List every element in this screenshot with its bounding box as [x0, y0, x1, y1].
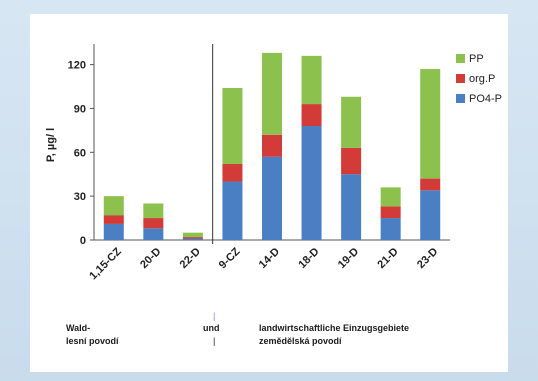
- bar-org-p-8: [420, 178, 441, 191]
- footer-and-label: und: [203, 323, 220, 333]
- y-axis-title: P, µg/ l: [45, 128, 57, 162]
- x-tick-label-1: 20-D: [138, 246, 163, 271]
- legend-swatch-0: [456, 54, 465, 63]
- bar-po4-p-8: [420, 190, 441, 240]
- x-tick-label-3: 9-CZ: [217, 245, 243, 271]
- stacked-bar-chart: 0 30 60 90 120 P, µg/ l 1,15-CZ 20-D 22-D 9-CZ 14-…: [45, 44, 502, 282]
- y-tick-label-3: 90: [74, 103, 86, 115]
- x-tick-label-8: 23-D: [415, 246, 440, 271]
- y-tick-label-2: 60: [74, 147, 86, 159]
- legend-swatch-2: [456, 94, 465, 103]
- bar-pp-5: [301, 55, 322, 105]
- y-tick-label-0: 0: [80, 235, 86, 247]
- legend-label-0: PP: [469, 53, 484, 65]
- bar-pp-8: [420, 69, 441, 179]
- footer-forest-label-2: lesní povodí: [66, 336, 119, 346]
- chart-card: 0 30 60 90 120 P, µg/ l 1,15-CZ 20-D 22-D 9-CZ 14-…: [30, 14, 508, 372]
- bar-po4-p-2: [182, 238, 203, 240]
- footer-agri-label-2: zemědělská povodí: [259, 336, 342, 346]
- footer-divider-mark: |: [213, 336, 216, 346]
- bar-pp-7: [380, 187, 401, 207]
- bar-org-p-5: [301, 104, 322, 126]
- bar-po4-p-4: [262, 156, 282, 240]
- bar-org-p-3: [222, 164, 243, 182]
- footer-and-bar: |: [213, 311, 216, 321]
- bar-po4-p-1: [143, 228, 164, 240]
- bar-org-p-2: [182, 237, 203, 239]
- x-tick-label-0: 1,15-CZ: [87, 245, 124, 282]
- bar-org-p-1: [143, 218, 164, 229]
- bar-pp-1: [143, 203, 164, 219]
- bar-org-p-0: [103, 215, 124, 224]
- bar-pp-3: [222, 88, 243, 164]
- bar-pp-4: [262, 52, 282, 135]
- bar-po4-p-3: [222, 181, 243, 240]
- bar-po4-p-5: [301, 126, 322, 240]
- footer-forest-label-1: Wald-: [66, 323, 91, 333]
- bar-pp-0: [103, 196, 124, 216]
- bar-pp-6: [341, 96, 362, 148]
- x-tick-label-5: 18-D: [296, 246, 321, 271]
- bar-org-p-4: [262, 134, 282, 157]
- bar-po4-p-0: [103, 223, 124, 240]
- legend-swatch-1: [456, 74, 465, 83]
- bar-pp-2: [182, 232, 203, 238]
- legend-label-1: org.P: [469, 73, 495, 85]
- bar-po4-p-7: [380, 218, 401, 240]
- x-tick-label-6: 19-D: [336, 246, 361, 271]
- bar-po4-p-6: [341, 174, 362, 240]
- x-tick-label-2: 22-D: [178, 246, 203, 271]
- bar-org-p-6: [341, 147, 362, 175]
- bar-org-p-7: [380, 206, 401, 219]
- y-tick-label-4: 120: [68, 60, 86, 72]
- x-tick-label-7: 21-D: [375, 246, 400, 271]
- y-tick-label-1: 30: [74, 191, 86, 203]
- legend-label-2: PO4-P: [469, 93, 502, 105]
- footer-agri-label-1: landwirtschaftliche Einzugsgebiete: [259, 323, 410, 333]
- x-tick-label-4: 14-D: [257, 246, 282, 271]
